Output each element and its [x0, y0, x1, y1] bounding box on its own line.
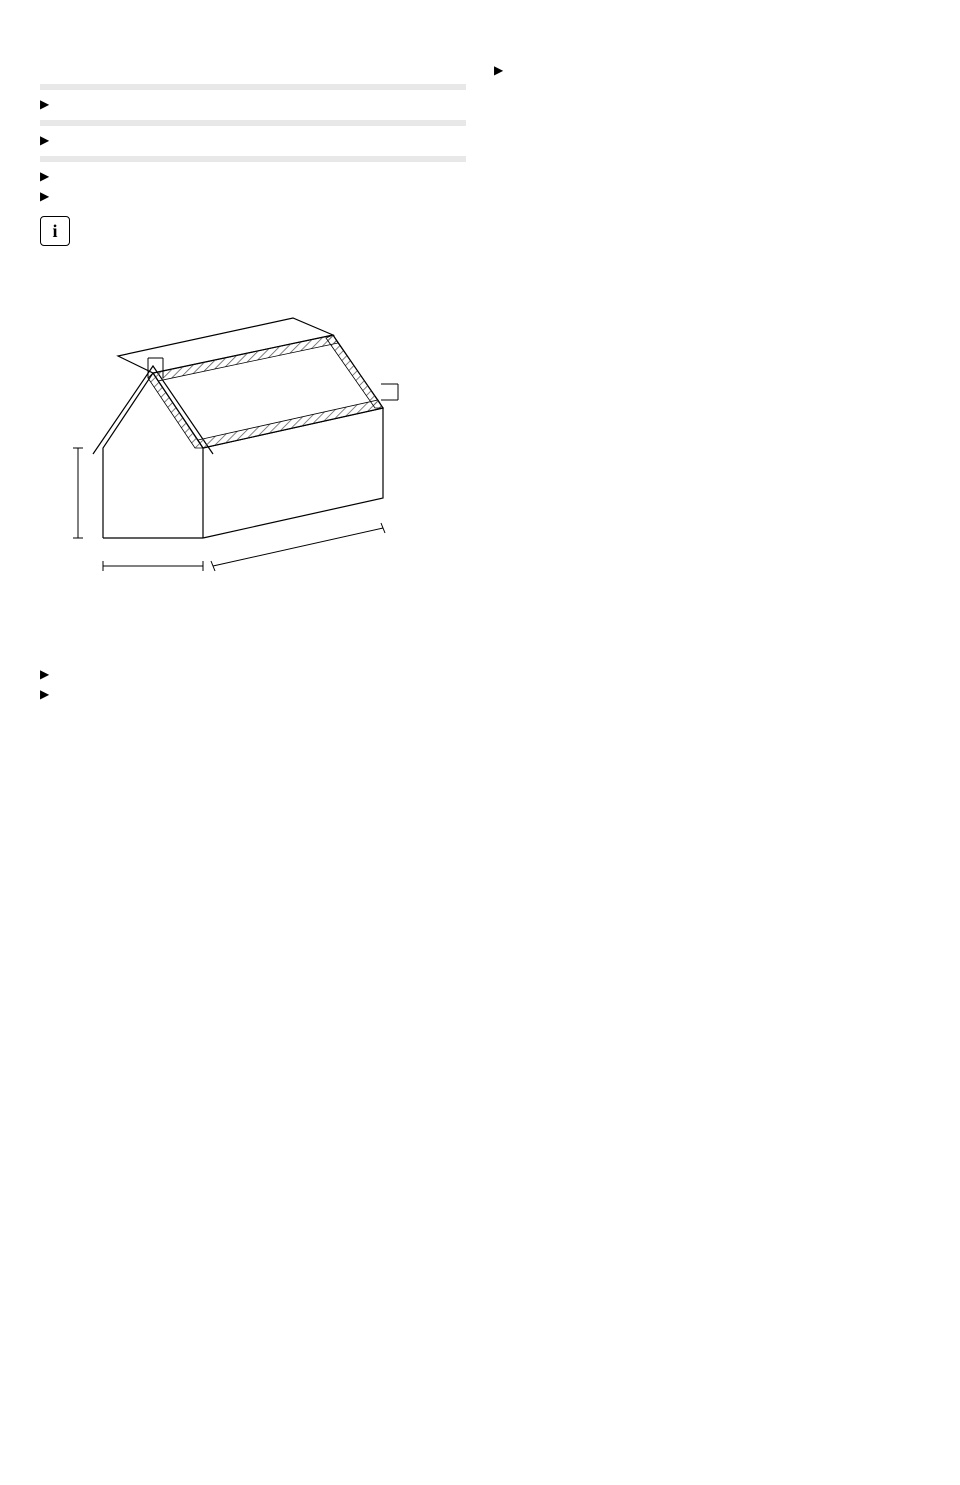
roof-diagram — [63, 308, 443, 598]
action-6: ▶ — [40, 686, 920, 702]
action-3: ▶ — [40, 168, 466, 184]
info-icon: i — [40, 216, 70, 246]
info-note: i — [40, 216, 466, 246]
heading-417 — [40, 276, 466, 294]
heading-416 — [40, 48, 466, 66]
action-1: ▶ — [40, 96, 466, 112]
heading-418 — [494, 100, 920, 118]
condition-3 — [40, 156, 466, 162]
condition-1 — [40, 84, 466, 90]
action-4: ▶ — [40, 188, 466, 204]
action-5: ▶ — [40, 666, 920, 682]
action-right-1: ▶ — [494, 62, 920, 78]
diagram-legend — [40, 622, 920, 658]
condition-2 — [40, 120, 466, 126]
action-2: ▶ — [40, 132, 466, 148]
